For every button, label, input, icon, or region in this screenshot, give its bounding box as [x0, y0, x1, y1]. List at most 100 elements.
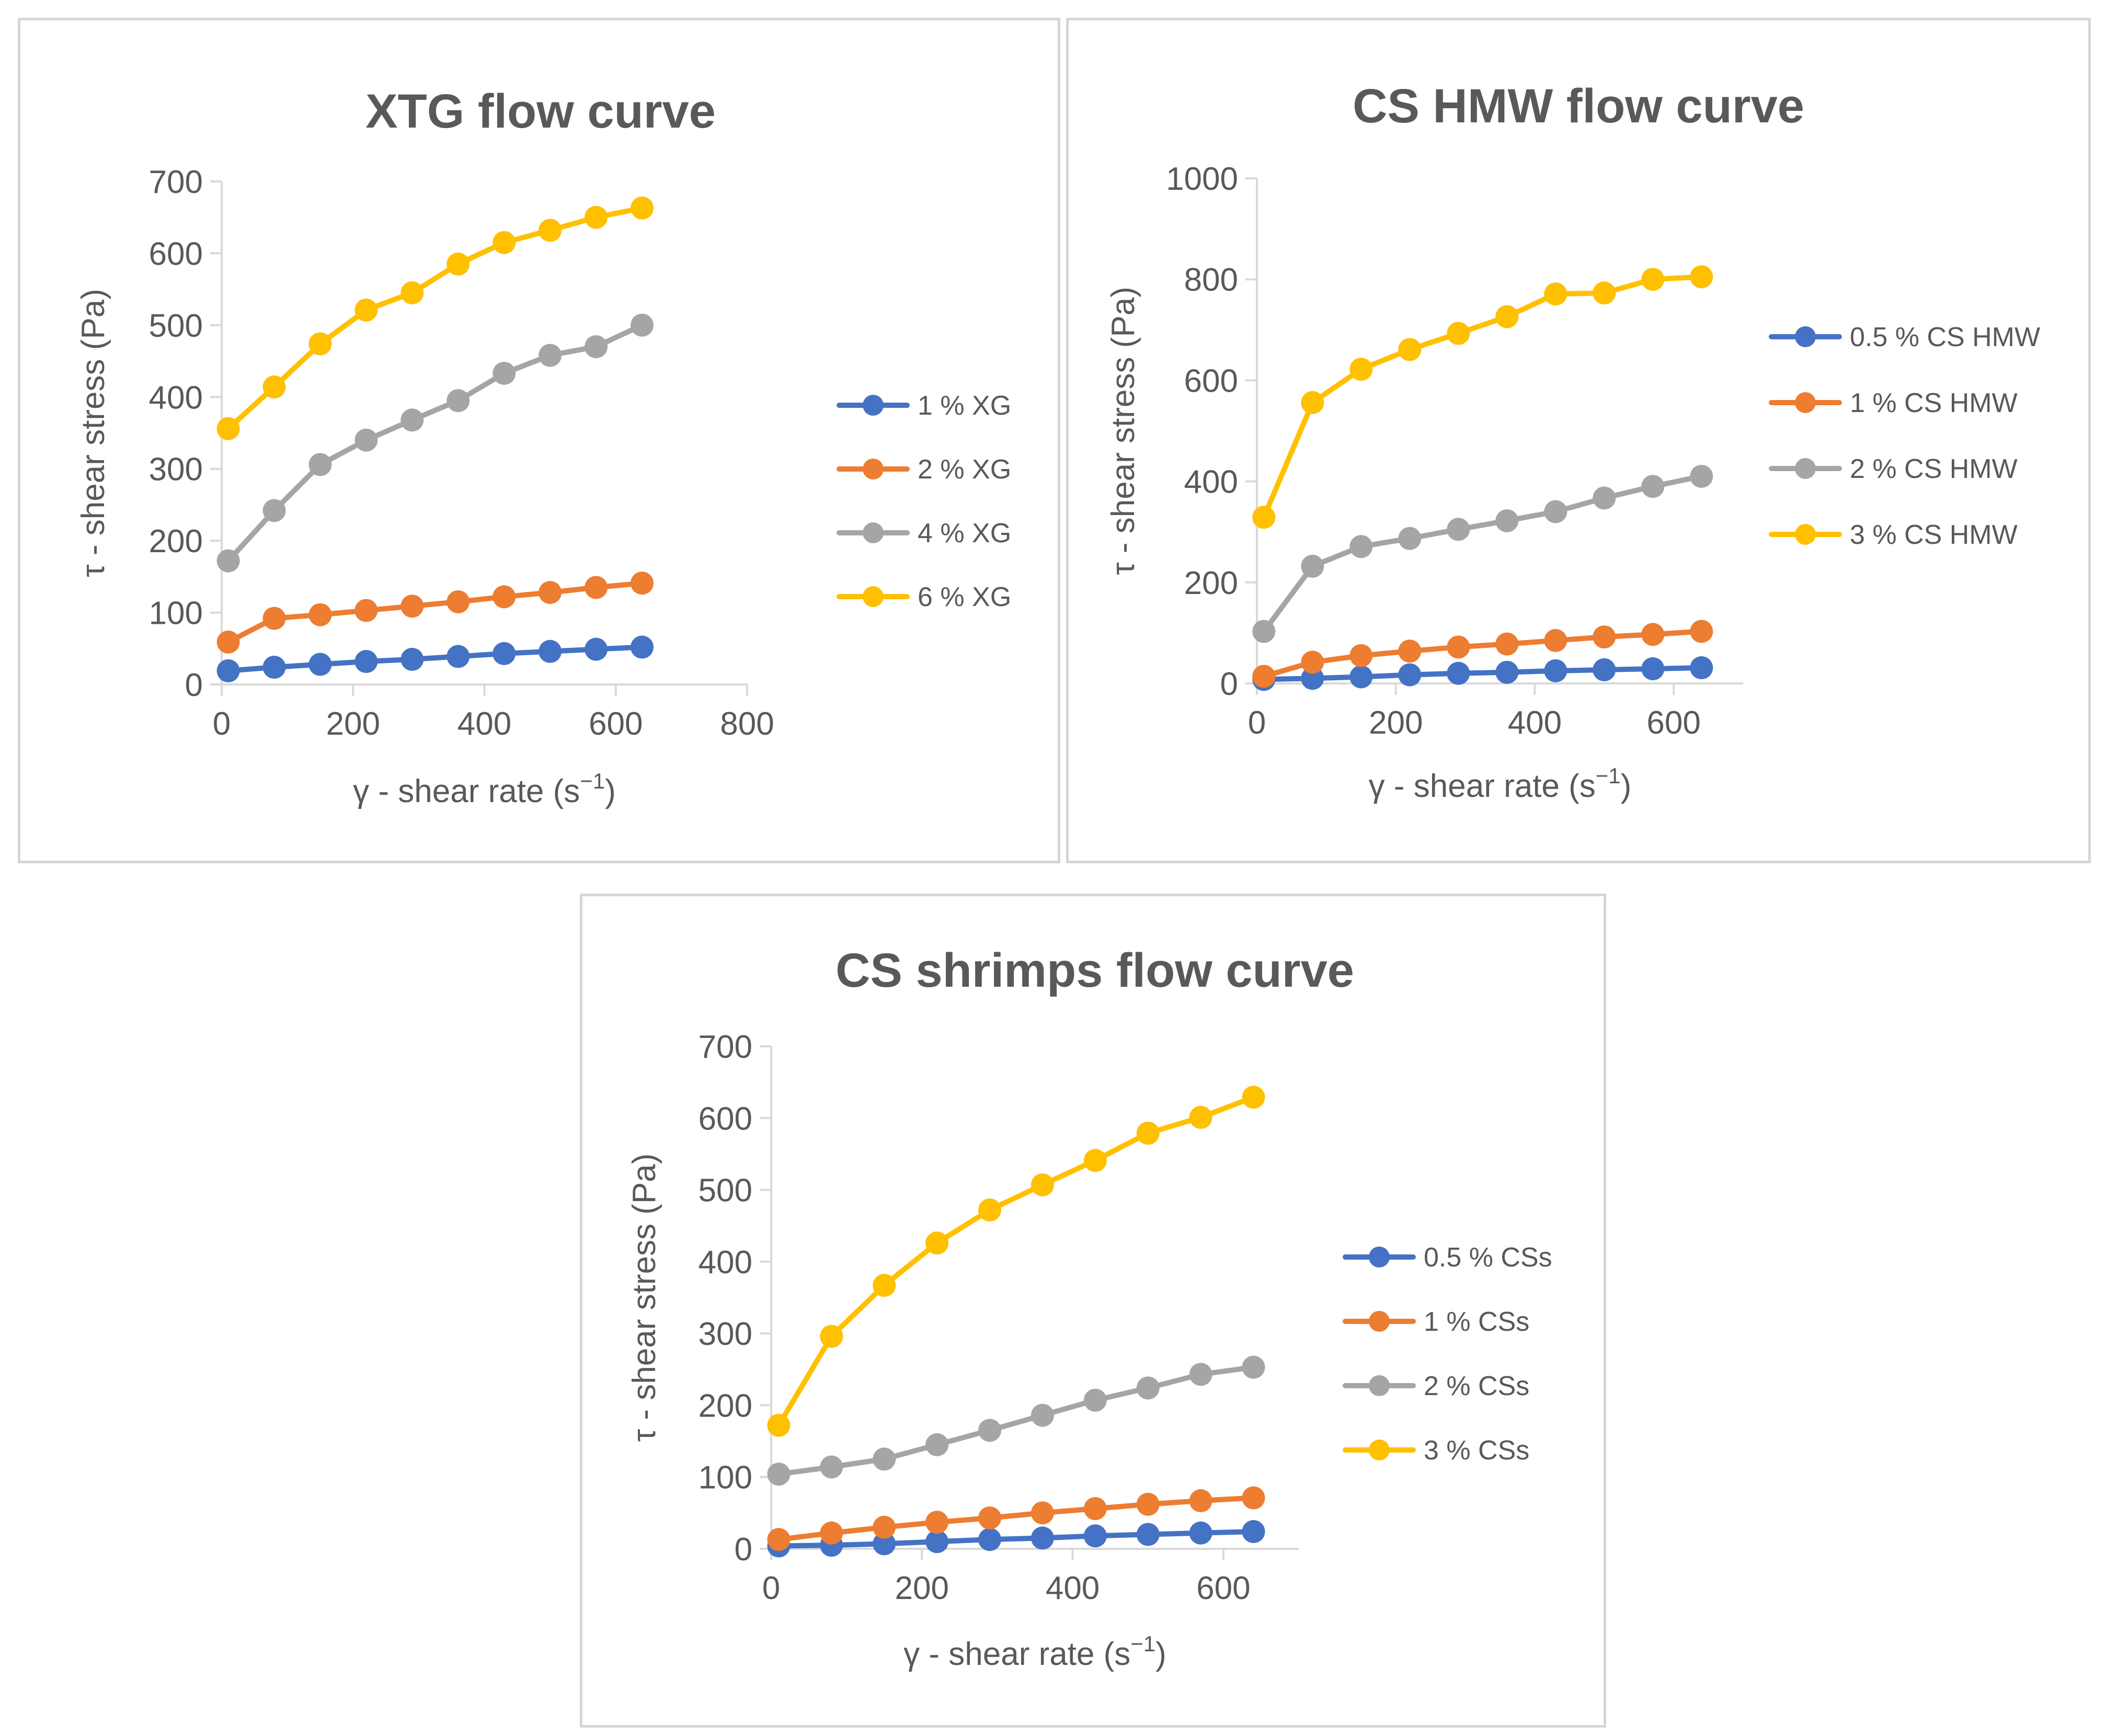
data-point — [1495, 632, 1519, 656]
chart-panel-xtg: XTG flow curve 0 100 200 300 400 500 600 700 0 200… — [18, 18, 1060, 863]
data-point — [216, 630, 240, 654]
x-axis-title-text: γ - shear rate (s — [353, 773, 580, 809]
data-point — [873, 1274, 896, 1297]
data-point — [308, 453, 332, 476]
legend-marker — [1795, 392, 1816, 413]
y-tick-label: 700 — [149, 164, 203, 200]
data-point — [354, 428, 378, 452]
chart-title: CS shrimps flow curve — [835, 944, 1354, 997]
data-point — [1242, 1355, 1265, 1379]
data-point — [1349, 358, 1373, 381]
y-tick-label: 600 — [699, 1101, 752, 1137]
data-point — [1398, 639, 1422, 663]
data-point — [820, 1455, 843, 1479]
data-point — [447, 389, 470, 413]
x-tick-label: 0 — [1248, 705, 1266, 741]
x-axis-title-superscript: −1 — [1596, 763, 1621, 788]
data-point — [873, 1447, 896, 1471]
y-tick-label: 200 — [1184, 565, 1238, 601]
data-point — [585, 576, 608, 599]
data-point — [925, 1530, 949, 1554]
data-point — [1641, 657, 1665, 680]
data-point — [447, 645, 470, 668]
chart-panel-cs-shrimps: CS shrimps flow curve 0 100 200 300 400 500 600… — [580, 894, 1606, 1728]
data-point — [400, 647, 424, 671]
data-point — [308, 653, 332, 676]
data-point — [767, 1463, 791, 1486]
data-point — [400, 595, 424, 618]
series-line — [1261, 629, 1704, 679]
data-point — [1189, 1489, 1212, 1513]
data-point — [925, 1231, 949, 1255]
legend-label: 2 % CS HMW — [1850, 454, 2018, 484]
y-axis-title: τ - shear stress (Pa) — [626, 1153, 662, 1442]
data-point — [820, 1324, 843, 1348]
data-point — [978, 1419, 1002, 1442]
data-point — [978, 1506, 1002, 1529]
data-point — [978, 1198, 1002, 1222]
data-point — [767, 1413, 791, 1437]
data-point — [447, 253, 470, 276]
data-point — [1495, 509, 1519, 532]
data-point — [1136, 1122, 1160, 1145]
x-axis-title: γ - shear rate (s−1) — [353, 769, 616, 809]
legend-marker — [863, 395, 884, 416]
series-line — [225, 644, 645, 673]
series-line — [776, 1364, 1256, 1477]
x-tick-label: 400 — [1046, 1570, 1100, 1606]
data-point — [873, 1515, 896, 1539]
data-point — [400, 408, 424, 432]
legend-label: 2 % CSs — [1424, 1371, 1529, 1401]
data-point — [354, 298, 378, 322]
data-point — [1083, 1149, 1107, 1172]
data-point — [1349, 665, 1373, 689]
x-axis-title-text: γ - shear rate (s — [1369, 768, 1596, 804]
data-point — [1593, 486, 1616, 510]
data-point — [1544, 659, 1567, 682]
data-point — [1641, 475, 1665, 498]
data-point — [400, 281, 424, 305]
legend-label: 3 % CSs — [1424, 1435, 1529, 1466]
legend-marker — [1795, 524, 1816, 545]
legend-marker — [1369, 1311, 1390, 1332]
data-point — [631, 196, 654, 220]
y-tick-label: 700 — [699, 1029, 752, 1065]
data-point — [1349, 535, 1373, 558]
data-point — [1083, 1524, 1107, 1548]
chart-title: CS HMW flow curve — [1353, 79, 1804, 133]
data-point — [1398, 527, 1422, 550]
legend-marker — [1795, 326, 1816, 347]
data-point — [1083, 1497, 1107, 1521]
series-line — [776, 1495, 1256, 1543]
data-point — [1083, 1388, 1107, 1412]
legend-label: 4 % XG — [918, 518, 1011, 549]
y-tick-label: 300 — [699, 1316, 752, 1352]
data-point — [1398, 663, 1422, 687]
data-point — [1031, 1526, 1054, 1550]
data-point — [1447, 322, 1470, 345]
y-tick-label: 0 — [735, 1532, 752, 1568]
data-point — [216, 659, 240, 682]
data-point — [1242, 1086, 1265, 1109]
data-point — [1495, 305, 1519, 328]
y-tick-label: 800 — [1184, 262, 1238, 298]
legend-marker — [863, 459, 884, 479]
x-axis-title-text: γ - shear rate (s — [903, 1636, 1130, 1672]
chart-panel-cs-hmw: CS HMW flow curve 0 200 400 600 800 1000 0 200 40… — [1066, 18, 2091, 863]
data-point — [1136, 1492, 1160, 1516]
data-point — [1301, 554, 1324, 578]
data-point — [1690, 464, 1713, 488]
x-tick-label: 0 — [213, 706, 231, 742]
legend-label: 1 % XG — [918, 391, 1011, 421]
data-point — [585, 205, 608, 229]
series-line — [1261, 665, 1704, 682]
y-tick-label: 200 — [699, 1388, 752, 1424]
x-axis-title-superscript: −1 — [1130, 1631, 1155, 1656]
x-tick-label: 600 — [1646, 705, 1700, 741]
data-point — [1252, 620, 1276, 643]
data-point — [925, 1511, 949, 1534]
series-line — [225, 205, 645, 431]
series-line — [225, 322, 645, 564]
x-tick-label: 400 — [1508, 705, 1562, 741]
data-point — [1301, 667, 1324, 690]
